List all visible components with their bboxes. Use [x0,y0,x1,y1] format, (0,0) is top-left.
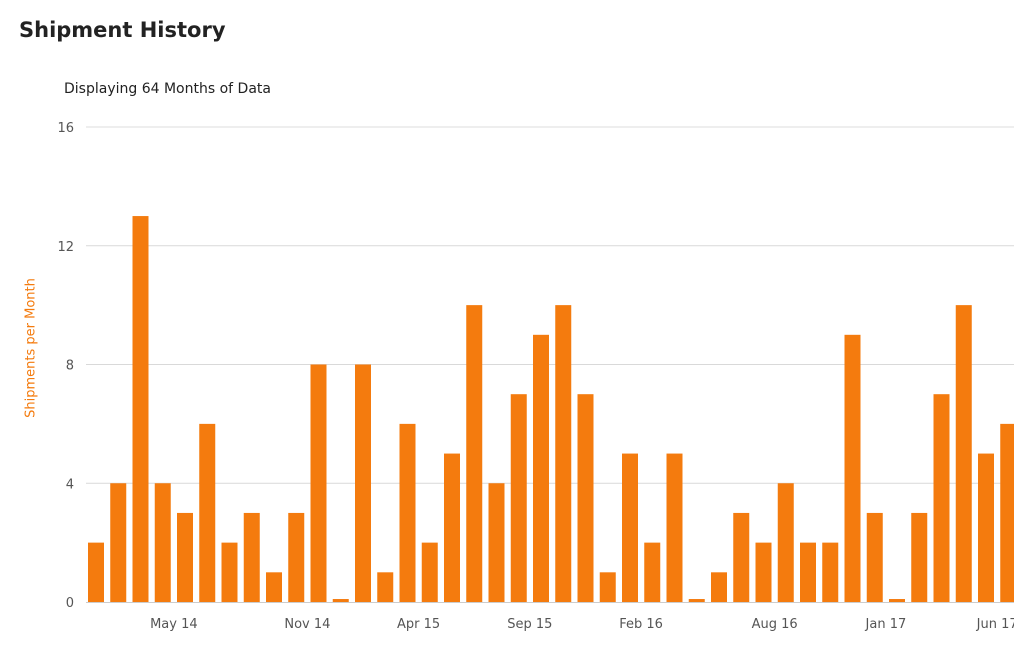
bar-jul-15 [466,305,483,602]
x-tick-label: Nov 14 [284,617,330,632]
bar-jun-15 [444,453,460,602]
chart-subtitle: Displaying 64 Months of Data [64,81,271,97]
x-tick-label: Sep 15 [507,617,552,632]
y-tick-label: 12 [57,240,74,255]
bar-jul-14 [199,423,216,602]
bar-jul-16 [733,512,750,602]
bar-apr-17 [933,394,950,602]
bar-sep-14 [243,512,260,602]
x-tick-label: Aug 16 [752,617,798,632]
bar-jul-17 [1000,423,1014,602]
bar-mar-16 [644,542,661,602]
bar-jan-17 [866,512,883,602]
bar-oct-15 [533,334,549,602]
bar-mar-14 [110,483,127,602]
bar-feb-14 [88,542,104,602]
x-tick-label: Feb 16 [619,617,663,632]
bar-aug-14 [221,542,238,602]
bar-feb-17 [889,599,905,602]
bar-jun-16 [711,572,727,602]
y-tick-label: 4 [66,477,74,492]
bar-apr-15 [399,423,416,602]
bar-jun-17 [978,453,994,602]
page-title: Shipment History [19,18,226,42]
bar-sep-15 [510,394,527,602]
bar-may-14 [154,483,171,602]
x-tick-label: Jan 17 [865,617,907,632]
bar-mar-15 [377,572,394,602]
bar-aug-16 [755,542,772,602]
bar-jun-14 [177,512,193,602]
y-tick-label: 0 [66,596,74,611]
x-tick-label: May 14 [150,617,198,632]
bar-apr-16 [666,453,683,602]
bar-dec-16 [844,334,861,602]
bar-nov-15 [555,305,572,602]
bar-sep-16 [777,483,794,602]
y-tick-label: 16 [57,121,74,136]
x-tick-label: Apr 15 [397,617,440,632]
bar-jan-16 [599,572,616,602]
bar-nov-16 [822,542,839,602]
bar-may-17 [955,305,972,602]
bar-mar-17 [911,512,928,602]
bar-aug-15 [488,483,505,602]
bar-feb-15 [355,364,371,602]
bar-dec-15 [577,394,594,602]
y-tick-label: 8 [66,359,74,374]
bar-feb-16 [622,453,638,602]
bar-jan-15 [332,599,349,602]
bar-oct-16 [800,542,816,602]
bar-nov-14 [288,512,305,602]
bar-may-15 [421,542,438,602]
bar-apr-14 [132,216,149,602]
x-tick-label: Jun 17 [976,617,1014,632]
bar-dec-14 [310,364,327,602]
bar-oct-14 [266,572,282,602]
bar-may-16 [688,599,705,602]
